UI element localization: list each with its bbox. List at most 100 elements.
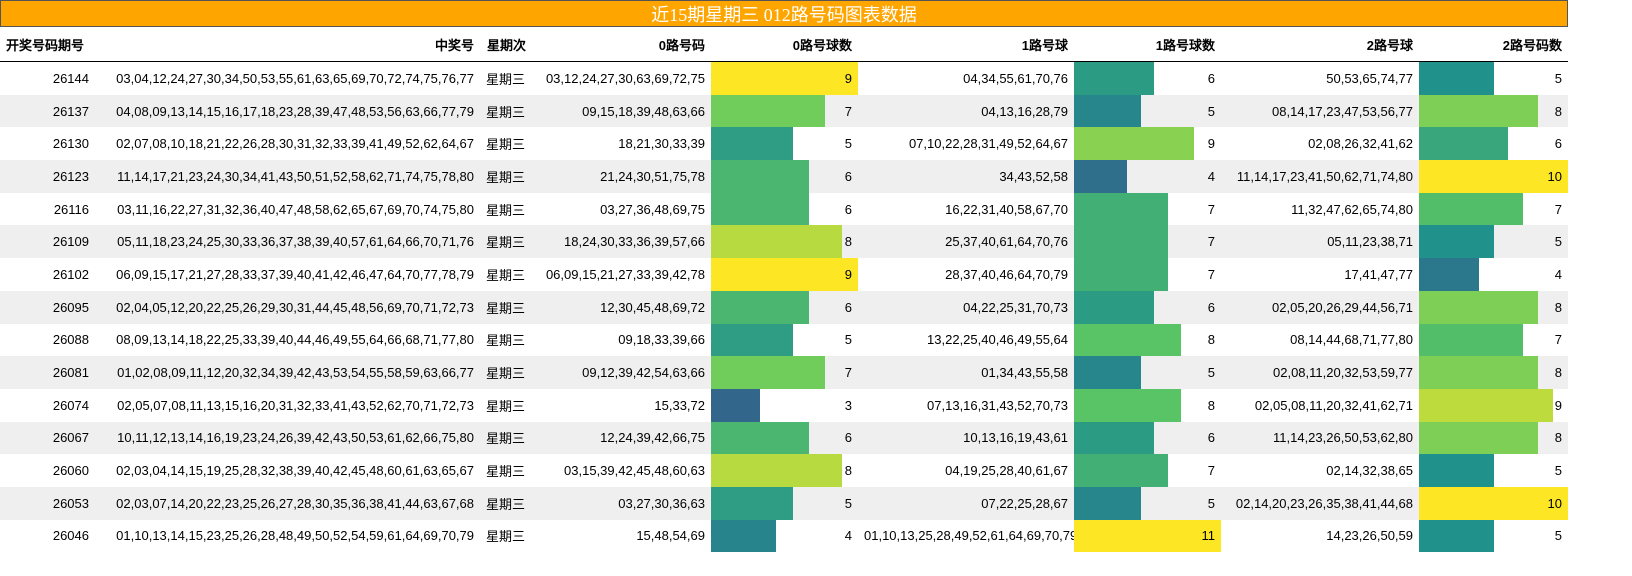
cell: 星期三 [486, 529, 526, 545]
count-cell: 11 [1074, 519, 1221, 553]
count-cell: 5 [711, 323, 858, 357]
data-bar [1419, 160, 1568, 193]
data-bar [1074, 388, 1181, 422]
title: 近15期星期三 012路号码图表数据 [0, 0, 1568, 27]
count: 7 [1554, 332, 1562, 348]
cell: 星期三 [486, 137, 526, 153]
cell: 07,10,22,28,31,49,52,64,67 [908, 136, 1068, 152]
cell: 13,22,25,40,46,49,55,64 [927, 332, 1068, 348]
cell: 星期三 [480, 486, 532, 520]
count: 7 [1207, 266, 1215, 282]
count: 6 [1554, 136, 1562, 152]
count: 5 [844, 332, 852, 348]
row: 26116 03,11,16,22,27,31,32,36,40,47,48,58… [0, 192, 1568, 226]
cell: 26053 [0, 486, 95, 520]
data-bar [1074, 486, 1141, 520]
row: 26109 05,11,18,23,24,25,30,33,36,37,38,39… [0, 225, 1568, 259]
cell: 02,05,07,08,11,13,15,16,20,31,32,33,41,4… [117, 397, 474, 413]
column-header: 0路号码 [532, 27, 711, 62]
data-bar [1419, 323, 1524, 357]
count: 8 [1207, 397, 1215, 413]
table-body: 26144 03,04,12,24,27,30,34,50,53,55,61,63… [0, 62, 1568, 553]
data-bar [1074, 421, 1155, 455]
cell: 02,14,32,38,65 [1326, 463, 1413, 479]
cell: 26046 [52, 528, 89, 544]
data-bar [1419, 290, 1539, 324]
count: 5 [1554, 528, 1562, 544]
count: 5 [1207, 495, 1215, 511]
data-bar [711, 94, 826, 128]
count-cell: 7 [1074, 454, 1221, 487]
data-bar [1419, 258, 1479, 291]
cell: 07,13,16,31,43,52,70,73 [927, 397, 1068, 413]
count: 3 [844, 397, 852, 413]
count: 8 [1207, 332, 1215, 348]
count: 4 [1207, 168, 1215, 184]
cell: 03,11,16,22,27,31,32,36,40,47,48,58,62,6… [117, 201, 474, 217]
count: 5 [1207, 365, 1215, 381]
count: 5 [1554, 70, 1562, 86]
data-bar [1074, 94, 1141, 128]
count: 7 [844, 103, 852, 119]
data-bar [1074, 225, 1168, 259]
count-cell: 5 [1419, 454, 1568, 487]
cell: 06,09,15,21,27,33,39,42,78 [545, 266, 705, 282]
count: 9 [1554, 397, 1562, 413]
count: 9 [844, 70, 852, 86]
cell: 星期三 [480, 421, 532, 455]
cell: 星期三 [486, 71, 526, 87]
count: 9 [1207, 136, 1215, 152]
cell: 26144 [52, 70, 89, 86]
cell: 06,09,15,17,21,27,28,33,37,39,40,41,42,4… [116, 266, 474, 282]
cell: 02,14,20,23,26,35,38,41,44,68 [1221, 486, 1419, 520]
cell: 17,41,47,77 [1344, 266, 1413, 282]
cell: 星期三 [486, 202, 526, 218]
cell: 12,30,45,48,69,72 [532, 290, 711, 324]
column-header: 中奖号 [95, 27, 480, 62]
cell: 02,08,11,20,32,53,59,77 [1221, 356, 1419, 389]
data-bar [711, 127, 793, 161]
count-cell: 3 [711, 388, 858, 422]
data-bar [711, 160, 809, 193]
count: 6 [844, 201, 852, 217]
cell: 星期三 [480, 225, 532, 259]
column-header: 开奖号码期号 [0, 27, 95, 62]
cell: 04,19,25,28,40,61,67 [945, 463, 1068, 479]
cell: 02,08,26,32,41,62 [1308, 136, 1413, 152]
cell: 02,05,20,26,29,44,56,71 [1221, 290, 1419, 324]
data-bar [711, 421, 809, 455]
count-cell: 6 [1419, 127, 1568, 161]
cell: 02,05,08,11,20,32,41,62,71 [1254, 397, 1413, 413]
count-cell: 8 [1074, 323, 1221, 357]
count: 5 [1554, 234, 1562, 250]
cell: 34,43,52,58 [858, 160, 1074, 193]
count: 10 [1547, 495, 1562, 511]
count-cell: 9 [711, 62, 858, 95]
cell: 02,03,07,14,20,22,23,25,26,27,28,30,35,3… [95, 486, 480, 520]
count-cell: 8 [1419, 356, 1568, 389]
cell: 03,27,36,48,69,75 [600, 201, 705, 217]
count-cell: 7 [1074, 192, 1221, 226]
count: 6 [844, 299, 852, 315]
cell: 08,09,13,14,18,22,25,33,39,40,44,46,49,5… [116, 332, 474, 348]
count-cell: 4 [1419, 258, 1568, 291]
count-cell: 5 [1419, 62, 1568, 95]
cell: 星期三 [486, 267, 526, 283]
data-bar [1419, 94, 1539, 128]
data-bar [1074, 160, 1128, 193]
cell: 26123 [0, 160, 95, 193]
cell: 10,13,16,19,43,61 [858, 421, 1074, 455]
data-bar [1419, 356, 1539, 389]
cell: 04,22,25,31,70,73 [858, 290, 1074, 324]
data-bar [1074, 356, 1141, 389]
count: 7 [1554, 201, 1562, 217]
cell: 01,02,08,09,11,12,20,32,34,39,42,43,53,5… [95, 356, 480, 389]
page: 近15期星期三 012路号码图表数据 开奖号码期号 中奖号 星期次 0路号码 0路号球数… [0, 0, 1568, 553]
cell: 50,53,65,74,77 [1326, 70, 1413, 86]
cell: 04,08,09,13,14,15,16,17,18,23,28,39,47,4… [95, 94, 480, 128]
cell: 03,12,24,27,30,63,69,72,75 [545, 70, 705, 86]
count: 8 [1554, 365, 1562, 381]
cell: 星期三 [480, 356, 532, 389]
count-cell: 10 [1419, 160, 1568, 193]
cell: 星期三 [486, 398, 526, 414]
